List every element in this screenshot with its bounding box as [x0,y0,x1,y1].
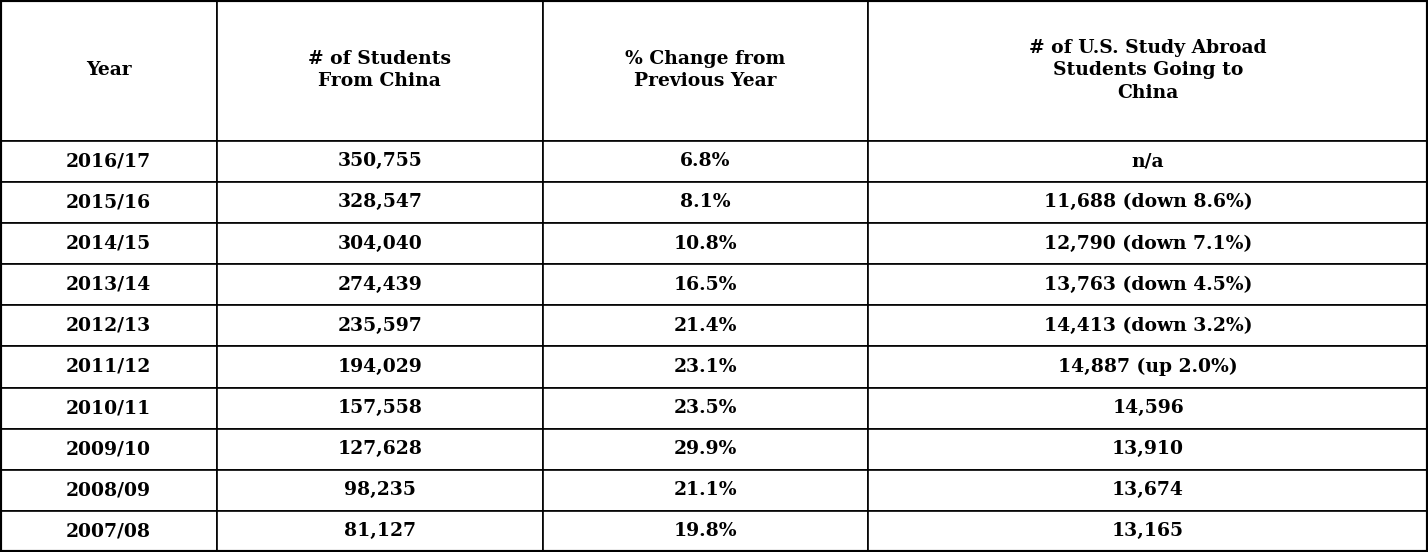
Text: n/a: n/a [1132,152,1164,171]
Bar [0,223,217,264]
Text: 13,910: 13,910 [1112,440,1184,458]
Bar [0,428,217,470]
Text: 274,439: 274,439 [337,275,423,294]
Bar [868,511,1428,552]
Text: 194,029: 194,029 [337,358,423,376]
Bar [543,141,868,182]
Bar [0,388,217,428]
Bar [543,347,868,388]
Bar [217,388,543,428]
Text: 157,558: 157,558 [337,399,423,417]
Bar [217,511,543,552]
Text: 2015/16: 2015/16 [66,193,151,211]
Bar [868,0,1428,141]
Bar [543,223,868,264]
Text: 13,674: 13,674 [1112,481,1184,500]
Bar [868,347,1428,388]
Bar [543,305,868,347]
Bar [868,388,1428,428]
Text: 10.8%: 10.8% [674,235,737,253]
Bar [217,223,543,264]
Text: 127,628: 127,628 [337,440,423,458]
Text: 304,040: 304,040 [337,235,423,253]
Text: 2012/13: 2012/13 [66,317,151,335]
Text: 23.5%: 23.5% [674,399,737,417]
Text: 21.1%: 21.1% [674,481,737,500]
Text: 2008/09: 2008/09 [66,481,151,500]
Text: 8.1%: 8.1% [680,193,731,211]
Text: 2011/12: 2011/12 [66,358,151,376]
Text: 350,755: 350,755 [337,152,423,171]
Bar [543,470,868,511]
Text: 29.9%: 29.9% [674,440,737,458]
Text: 81,127: 81,127 [344,522,416,540]
Bar [543,388,868,428]
Bar [0,182,217,223]
Text: 2014/15: 2014/15 [66,235,151,253]
Bar [0,470,217,511]
Bar [868,264,1428,305]
Text: 14,596: 14,596 [1112,399,1184,417]
Bar [543,511,868,552]
Text: 13,165: 13,165 [1112,522,1184,540]
Text: 6.8%: 6.8% [680,152,731,171]
Bar [217,305,543,347]
Bar [217,182,543,223]
Text: 14,413 (down 3.2%): 14,413 (down 3.2%) [1044,317,1252,335]
Bar [868,428,1428,470]
Bar [217,141,543,182]
Bar [0,141,217,182]
Bar [868,223,1428,264]
Bar [868,305,1428,347]
Text: Year: Year [86,61,131,79]
Bar [0,264,217,305]
Text: 2010/11: 2010/11 [66,399,151,417]
Bar [217,428,543,470]
Text: 23.1%: 23.1% [674,358,737,376]
Bar [543,182,868,223]
Bar [868,470,1428,511]
Bar [868,141,1428,182]
Text: 19.8%: 19.8% [674,522,737,540]
Bar [543,428,868,470]
Text: % Change from
Previous Year: % Change from Previous Year [625,50,785,91]
Text: 13,763 (down 4.5%): 13,763 (down 4.5%) [1044,275,1252,294]
Text: 2016/17: 2016/17 [66,152,151,171]
Bar [543,264,868,305]
Text: 14,887 (up 2.0%): 14,887 (up 2.0%) [1058,358,1238,376]
Text: 2013/14: 2013/14 [66,275,151,294]
Bar [0,305,217,347]
Text: 12,790 (down 7.1%): 12,790 (down 7.1%) [1044,235,1252,253]
Bar [217,264,543,305]
Text: 2009/10: 2009/10 [66,440,151,458]
Bar [0,347,217,388]
Text: 98,235: 98,235 [344,481,416,500]
Bar [0,511,217,552]
Bar [543,0,868,141]
Bar [217,470,543,511]
Bar [217,0,543,141]
Text: # of Students
From China: # of Students From China [308,50,451,91]
Bar [0,0,217,141]
Text: 2007/08: 2007/08 [66,522,151,540]
Text: # of U.S. Study Abroad
Students Going to
China: # of U.S. Study Abroad Students Going to… [1030,39,1267,102]
Bar [868,182,1428,223]
Text: 21.4%: 21.4% [674,317,737,335]
Bar [217,347,543,388]
Text: 235,597: 235,597 [337,317,423,335]
Text: 11,688 (down 8.6%): 11,688 (down 8.6%) [1044,193,1252,211]
Text: 16.5%: 16.5% [674,275,737,294]
Text: 328,547: 328,547 [337,193,423,211]
